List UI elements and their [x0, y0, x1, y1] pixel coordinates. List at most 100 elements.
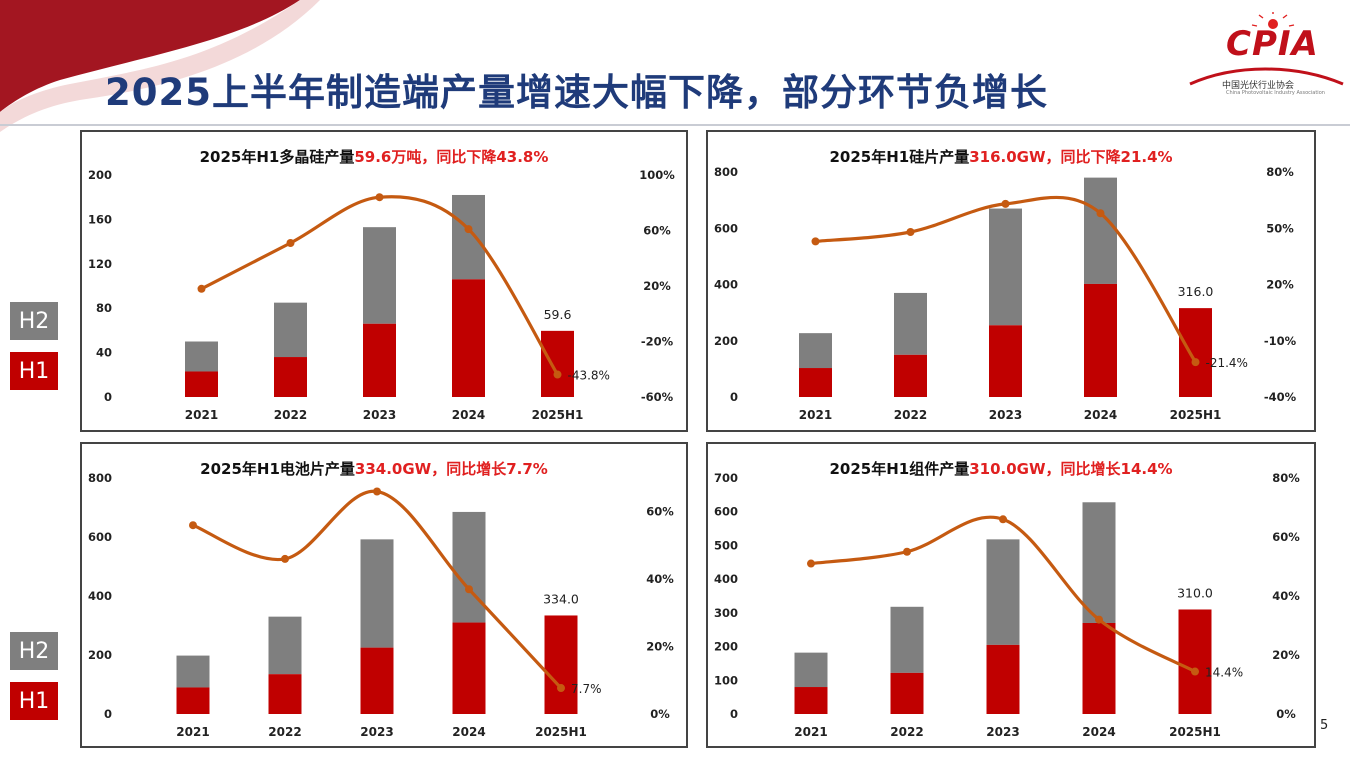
x-tick-label: 2023 [989, 408, 1022, 422]
bar-h1-2023 [986, 644, 1020, 714]
chart-panel-module: 2025年H1组件产量310.0GW，同比增长14.4% 0 100 200 300 40… [706, 442, 1316, 748]
chart-svg: 2025年H1多晶硅产量59.6万吨，同比下降43.8% 0 40 80 120 160 2… [88, 148, 675, 422]
y-tick-label: 120 [88, 257, 112, 271]
y2-tick-label: 0% [1276, 707, 1296, 721]
bar-h1-2025H1 [544, 615, 578, 714]
growth-point-2022 [903, 547, 911, 556]
growth-point-2023 [1001, 199, 1010, 208]
x-tick-label: 2023 [363, 408, 396, 422]
bar-h2-2022 [894, 292, 927, 355]
y-tick-label: 800 [714, 165, 738, 179]
y-tick-label: 80 [96, 301, 112, 315]
growth-point-2021 [811, 237, 820, 246]
y-tick-label: 0 [730, 707, 738, 721]
bar-h1-2024 [1082, 622, 1116, 714]
bar-h1-2022 [894, 354, 927, 397]
growth-point-2024 [464, 225, 473, 234]
growth-point-2023 [999, 515, 1007, 524]
bar-h1-2024 [452, 622, 486, 714]
bar-value-label: 310.0 [1177, 585, 1213, 600]
y2-tick-label: 60% [643, 224, 671, 238]
y-tick-label: 160 [88, 212, 112, 226]
bar-h1-2024 [1084, 283, 1117, 397]
chart-title: 2025年H1电池片产量334.0GW，同比增长7.7% [200, 460, 548, 478]
corner-decoration [0, 0, 320, 132]
bar-h2-2023 [363, 227, 396, 324]
legend-h1-bottom: H1 [10, 682, 58, 720]
chart-title-highlight: 316.0GW，同比下降21.4% [969, 148, 1172, 166]
x-tick-label: 2024 [452, 408, 485, 422]
y2-tick-label: 50% [1266, 221, 1294, 235]
x-tick-label: 2022 [274, 408, 307, 422]
bar-h2-2024 [1084, 177, 1117, 284]
y-tick-label: 500 [714, 538, 738, 552]
growth-point-2024 [465, 585, 473, 594]
cpia-logo [1189, 12, 1344, 86]
x-tick-label: 2021 [799, 408, 832, 422]
x-tick-label: 2021 [185, 408, 218, 422]
bar-h1-2023 [363, 323, 396, 397]
bar-h1-2022 [268, 674, 302, 714]
chart-title: 2025年H1多晶硅产量59.6万吨，同比下降43.8% [200, 148, 549, 166]
y-tick-label: 600 [88, 530, 112, 544]
y2-tick-label: -60% [641, 390, 674, 404]
y2-tick-label: -40% [1264, 390, 1297, 404]
x-tick-label: 2024 [452, 725, 485, 739]
bar-h2-2023 [989, 208, 1022, 326]
growth-point-2021 [197, 284, 206, 293]
bar-h1-2025H1 [1179, 308, 1212, 397]
bar-h1-2021 [176, 687, 210, 714]
x-tick-label: 2025H1 [532, 408, 584, 422]
growth-point-2022 [906, 228, 915, 236]
y-tick-label: 600 [714, 505, 738, 519]
bar-h1-2021 [185, 371, 218, 397]
bar-h1-2023 [989, 325, 1022, 397]
x-tick-label: 2022 [894, 408, 927, 422]
chart-svg: 2025年H1电池片产量334.0GW，同比增长7.7% 0 200 400 600 80… [88, 460, 674, 739]
bar-h2-2023 [360, 539, 394, 648]
bar-h1-2021 [794, 687, 828, 714]
bar-h2-2022 [274, 302, 307, 358]
growth-point-2021 [189, 521, 197, 530]
x-tick-label: 2025H1 [535, 725, 587, 739]
y-tick-label: 400 [88, 589, 112, 603]
bar-value-label: 334.0 [543, 591, 579, 606]
y2-tick-label: 0% [650, 707, 670, 721]
bar-h1-2025H1 [1178, 609, 1212, 714]
x-tick-label: 2021 [794, 725, 827, 739]
y-tick-label: 40 [96, 346, 112, 360]
growth-point-2025H1 [553, 370, 562, 379]
bar-h1-2023 [360, 647, 394, 714]
chart-title: 2025年H1组件产量310.0GW，同比增长14.4% [829, 460, 1172, 478]
y2-tick-label: 40% [646, 572, 674, 586]
bar-h2-2021 [176, 655, 210, 688]
growth-value-label: -43.8% [568, 369, 610, 383]
x-tick-label: 2025H1 [1170, 408, 1222, 422]
y2-tick-label: 40% [1272, 589, 1300, 603]
y-tick-label: 700 [714, 471, 738, 485]
growth-line [199, 195, 560, 377]
y-tick-label: 200 [714, 334, 738, 348]
chart-title-highlight: 59.6万吨，同比下降43.8% [354, 148, 548, 166]
bar-h1-2021 [799, 368, 832, 397]
y-tick-label: 400 [714, 278, 738, 292]
x-tick-label: 2023 [360, 725, 393, 739]
bar-value-label: 59.6 [544, 307, 572, 322]
y-tick-label: 200 [88, 648, 112, 662]
logo-subtitle: 中国光伏行业协会 [1222, 81, 1295, 91]
y2-tick-label: 20% [1272, 648, 1300, 662]
bar-h2-2022 [268, 616, 302, 675]
growth-line [813, 195, 1198, 364]
bar-h1-2025H1 [541, 330, 574, 397]
growth-point-2025H1 [1191, 667, 1199, 676]
growth-point-2022 [286, 238, 295, 247]
y2-tick-label: 20% [643, 279, 671, 293]
bar-h2-2024 [1082, 502, 1116, 623]
y-tick-label: 100 [714, 673, 738, 687]
y-tick-label: 0 [104, 707, 112, 721]
legend-h2-top: H2 [10, 302, 58, 340]
legend-h1-top: H1 [10, 352, 58, 390]
x-tick-label: 2024 [1082, 725, 1115, 739]
bar-h1-2022 [890, 672, 924, 714]
bar-h2-2022 [890, 606, 924, 673]
